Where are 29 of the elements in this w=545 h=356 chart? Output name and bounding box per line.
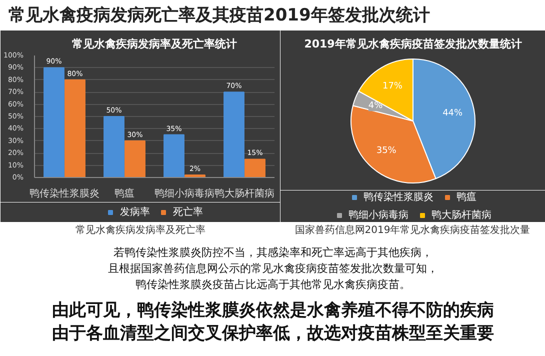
bar xyxy=(104,116,124,178)
text: 国家兽药信息网2019年常见水禽疾病疫苗签发批次量 xyxy=(294,224,530,236)
chart-title: 常见水禽疾病发病率及死亡率统计 xyxy=(72,38,237,50)
text: 由此可见，鸭传染性浆膜炎依然是水禽养殖不得不防的疾病 xyxy=(52,300,494,320)
x-tick-label: 鸭传染性浆膜炎 xyxy=(30,188,100,200)
legend-label: 鸭细小病毒病 xyxy=(348,208,408,222)
legend-label: 鸭大肠杆菌病 xyxy=(432,208,492,222)
x-tick-label: 鸭大肠杆菌病 xyxy=(214,188,274,200)
text: 若鸭传染性浆膜炎防控不当，其感染率和死亡率远高于其他疾病， xyxy=(114,246,432,259)
bar xyxy=(64,79,86,178)
x-tick-label: 鸭瘟 xyxy=(114,188,134,200)
legend-label: 死亡率 xyxy=(173,206,203,219)
data-label: 35% xyxy=(376,146,397,156)
data-label: 4% xyxy=(368,101,384,112)
text: 常见水禽疫病发病死亡率及其疫苗2019年签发批次统计 xyxy=(8,6,430,26)
x-tick-label: 鸭细小病毒病 xyxy=(154,188,214,200)
legend-label: 发病率 xyxy=(120,206,150,219)
bar xyxy=(124,140,146,178)
text: 且根据国家兽药信息网公示的常见水禽疫病疫苗签发批次数量可知， xyxy=(108,262,438,275)
data-label: 17% xyxy=(382,81,403,92)
chart-title: 2019年常见水禽疾病疫苗签发批次数量统计 xyxy=(304,38,522,50)
data-label: 44% xyxy=(442,108,464,118)
bar xyxy=(44,67,64,178)
bar xyxy=(244,158,266,178)
text: 由于各血清型之间交叉保护率低，故选对疫苗株型至关重要 xyxy=(52,324,494,344)
bar xyxy=(164,134,184,178)
text: 常见水禽疾病发病率及死亡率 xyxy=(76,224,206,236)
text: 鸭传染性浆膜炎疫苗占比远高于其他常见水禽疾病疫苗。 xyxy=(136,278,410,291)
bar xyxy=(224,92,244,178)
